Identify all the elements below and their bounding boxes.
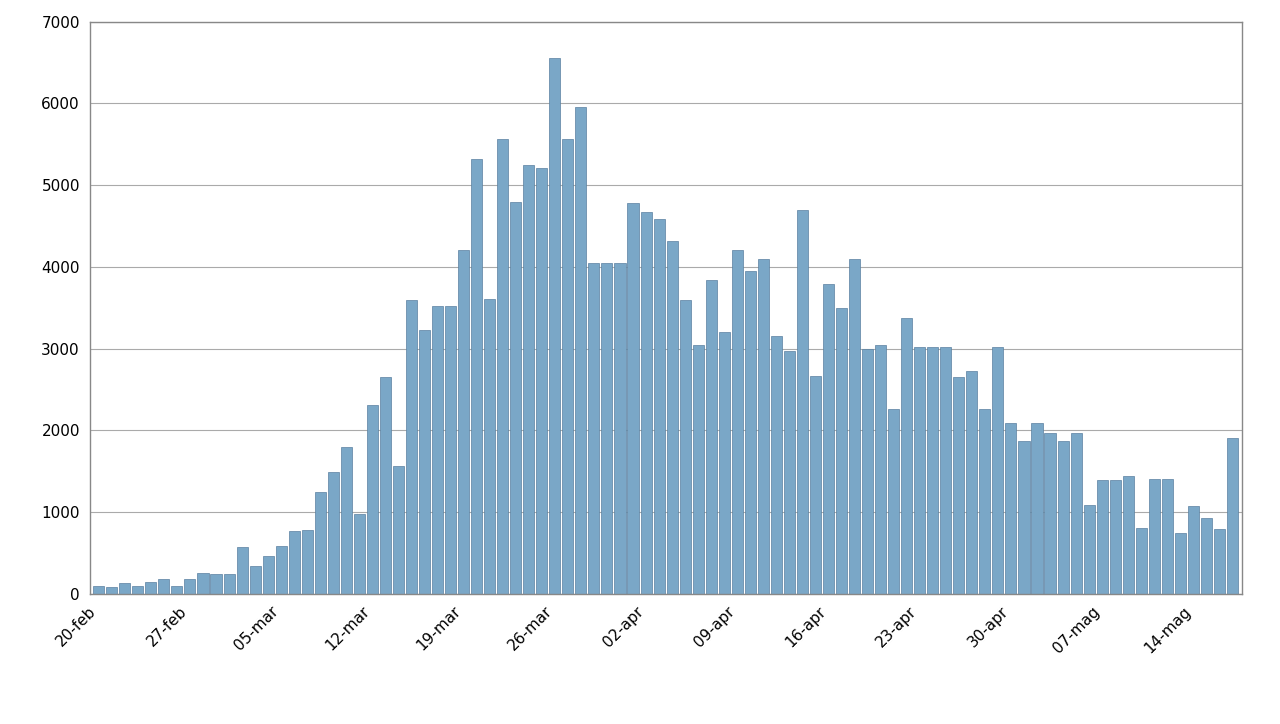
Bar — [966, 371, 978, 594]
Bar — [302, 530, 312, 594]
Bar — [536, 168, 548, 594]
Bar — [172, 586, 183, 594]
Bar — [927, 347, 938, 594]
Bar — [93, 586, 104, 594]
Bar — [876, 345, 886, 594]
Bar — [146, 581, 156, 594]
Bar — [471, 159, 483, 594]
Bar — [979, 409, 991, 594]
Bar — [328, 472, 339, 594]
Bar — [1097, 480, 1107, 594]
Bar — [511, 203, 521, 594]
Bar — [1110, 480, 1121, 594]
Bar — [262, 555, 274, 594]
Bar — [224, 574, 234, 594]
Bar — [197, 573, 209, 594]
Bar — [836, 308, 847, 594]
Bar — [810, 376, 820, 594]
Bar — [184, 579, 196, 594]
Bar — [861, 349, 873, 594]
Bar — [275, 546, 287, 594]
Bar — [250, 565, 261, 594]
Bar — [888, 409, 899, 594]
Bar — [1032, 423, 1042, 594]
Bar — [458, 250, 470, 594]
Bar — [367, 405, 378, 594]
Bar — [954, 377, 964, 594]
Bar — [1135, 528, 1147, 594]
Bar — [497, 140, 508, 594]
Bar — [823, 285, 835, 594]
Bar — [562, 140, 573, 594]
Bar — [289, 531, 300, 594]
Bar — [1175, 533, 1185, 594]
Bar — [602, 263, 613, 594]
Bar — [771, 336, 782, 594]
Bar — [758, 259, 769, 594]
Bar — [1070, 433, 1082, 594]
Bar — [745, 271, 756, 594]
Bar — [315, 492, 326, 594]
Bar — [445, 306, 456, 594]
Bar — [419, 329, 430, 594]
Bar — [1188, 506, 1199, 594]
Bar — [1057, 441, 1069, 594]
Bar — [1213, 529, 1225, 594]
Bar — [589, 263, 599, 594]
Bar — [1201, 518, 1212, 594]
Bar — [484, 298, 495, 594]
Bar — [680, 300, 691, 594]
Bar — [914, 347, 925, 594]
Bar — [119, 583, 131, 594]
Bar — [1084, 505, 1094, 594]
Bar — [549, 58, 561, 594]
Bar — [654, 219, 664, 594]
Bar — [406, 300, 417, 594]
Bar — [1148, 479, 1160, 594]
Bar — [159, 579, 169, 594]
Bar — [1019, 441, 1029, 594]
Bar — [210, 574, 221, 594]
Bar — [433, 306, 443, 594]
Bar — [732, 251, 742, 594]
Bar — [524, 165, 534, 594]
Bar — [1005, 423, 1016, 594]
Bar — [667, 241, 677, 594]
Bar — [705, 280, 717, 594]
Bar — [1162, 479, 1172, 594]
Bar — [718, 332, 730, 594]
Bar — [393, 466, 404, 594]
Bar — [992, 347, 1004, 594]
Bar — [797, 210, 808, 594]
Bar — [1228, 439, 1238, 594]
Bar — [1123, 476, 1134, 594]
Bar — [901, 319, 913, 594]
Bar — [380, 377, 390, 594]
Bar — [1044, 433, 1056, 594]
Bar — [614, 263, 626, 594]
Bar — [340, 447, 352, 594]
Bar — [941, 347, 951, 594]
Bar — [849, 259, 860, 594]
Bar — [783, 351, 795, 594]
Bar — [353, 514, 365, 594]
Bar — [575, 106, 586, 594]
Bar — [692, 345, 704, 594]
Bar — [106, 587, 118, 594]
Bar — [132, 586, 143, 594]
Bar — [640, 212, 652, 594]
Bar — [627, 203, 639, 594]
Bar — [237, 547, 247, 594]
